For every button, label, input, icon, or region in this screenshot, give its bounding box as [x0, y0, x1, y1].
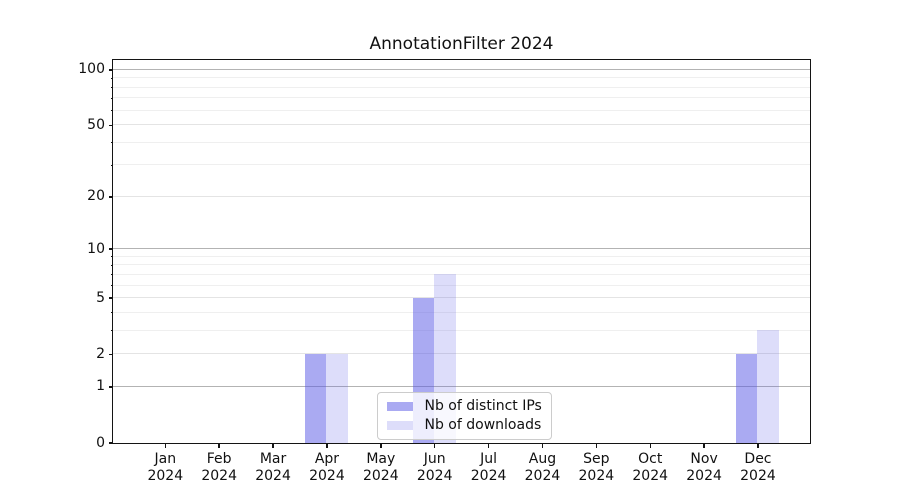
y-axis: 0 1 2 5 10 20 50 100	[0, 60, 113, 451]
x-tick-label: Mar 2024	[255, 451, 291, 484]
y-tick-label: 1	[96, 378, 105, 395]
gridline	[112, 124, 810, 126]
gridline	[112, 329, 810, 331]
legend-item: Nb of distinct IPs	[386, 397, 542, 415]
bar-apr-downloads	[326, 353, 349, 443]
chart-title: AnnotationFilter 2024	[369, 34, 554, 54]
bar-dec-ips	[735, 353, 758, 443]
y-tick-mark-minor	[110, 274, 113, 276]
bar-apr-ips	[304, 353, 327, 443]
plot-area: Nb of distinct IPs Nb of downloads	[111, 58, 811, 444]
y-tick-mark-minor	[110, 110, 113, 112]
legend-item: Nb of downloads	[386, 416, 542, 434]
y-tick-mark-minor	[110, 124, 113, 126]
x-tick-label: Nov 2024	[686, 451, 722, 484]
x-tick-mark	[272, 443, 274, 448]
y-tick-mark-minor	[110, 353, 113, 355]
x-tick-mark	[487, 443, 490, 448]
gridline	[112, 141, 810, 143]
gridline	[112, 353, 810, 355]
legend-swatch-downloads	[386, 420, 413, 430]
gridline	[112, 385, 810, 387]
y-tick-mark-minor	[110, 285, 113, 287]
y-tick-mark-minor	[110, 312, 113, 314]
y-tick-mark-minor	[110, 297, 113, 299]
gridline	[112, 264, 810, 266]
x-tick-mark	[595, 443, 598, 448]
x-tick-label: Sep 2024	[578, 451, 615, 484]
gridline	[112, 97, 810, 99]
gridline	[112, 255, 810, 257]
x-tick-mark	[649, 443, 651, 448]
gridline	[112, 273, 810, 275]
y-tick-mark	[108, 386, 113, 388]
gridline	[112, 68, 810, 70]
x-tick-mark	[326, 443, 328, 448]
gridline	[112, 195, 810, 197]
x-tick-mark	[703, 443, 705, 448]
y-tick-mark-minor	[110, 330, 113, 332]
y-tick-label: 10	[87, 240, 105, 257]
x-tick-mark	[541, 443, 544, 448]
x-tick-label: Jan 2024	[147, 451, 184, 484]
x-tick-label: Feb 2024	[201, 451, 237, 484]
x-tick-mark	[164, 443, 166, 448]
gridline	[112, 248, 810, 250]
x-tick-label: Aug 2024	[524, 451, 561, 484]
y-tick-mark	[108, 442, 113, 444]
x-tick-label: Apr 2024	[309, 451, 345, 484]
y-tick-mark	[108, 69, 113, 71]
x-tick-label: Oct 2024	[632, 451, 669, 484]
legend: Nb of distinct IPs Nb of downloads	[376, 391, 552, 440]
x-tick-label: Dec 2024	[740, 451, 776, 484]
y-tick-mark-minor	[110, 164, 113, 166]
y-tick-mark-minor	[110, 264, 113, 266]
x-tick-label: May 2024	[362, 451, 399, 484]
x-tick-label: Jun 2024	[416, 451, 453, 484]
x-tick-mark	[434, 443, 436, 448]
gridline	[112, 77, 810, 79]
bar-dec-downloads	[757, 330, 780, 443]
gridline	[112, 297, 810, 299]
x-axis: Jan 2024 Feb 2024 Mar 2024 Apr 2024 May 2024 Jun 20…	[113, 443, 810, 500]
legend-label: Nb of downloads	[424, 416, 542, 433]
y-tick-mark-minor	[110, 97, 113, 99]
y-tick-mark-minor	[110, 256, 113, 258]
y-tick-mark-minor	[110, 77, 113, 79]
gridline	[112, 284, 810, 286]
y-tick-label: 0	[96, 434, 105, 451]
gridline	[112, 311, 810, 313]
y-tick-label: 50	[87, 116, 105, 133]
y-tick-label: 100	[78, 61, 105, 78]
x-tick-label: Jul 2024	[470, 451, 507, 484]
y-tick-mark	[108, 248, 113, 250]
gridline	[112, 86, 810, 88]
gridline	[112, 109, 810, 111]
y-tick-mark-minor	[110, 142, 113, 144]
x-tick-mark	[757, 443, 759, 448]
legend-label: Nb of distinct IPs	[424, 397, 542, 414]
gridline	[112, 164, 810, 166]
x-tick-mark	[218, 443, 220, 448]
x-tick-mark	[380, 443, 382, 448]
y-tick-label: 2	[96, 345, 105, 362]
y-tick-mark-minor	[110, 87, 113, 89]
y-tick-mark-minor	[110, 196, 113, 198]
y-tick-label: 5	[96, 289, 105, 306]
y-tick-label: 20	[87, 188, 105, 205]
legend-swatch-distinct-ips	[386, 401, 413, 411]
